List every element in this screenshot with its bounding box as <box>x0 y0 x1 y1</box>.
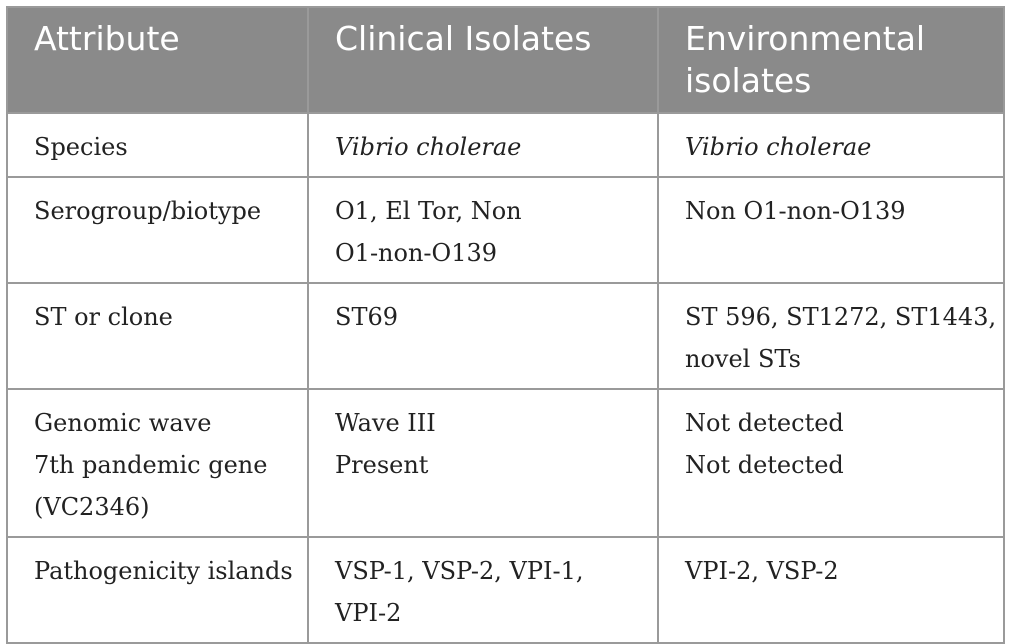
cell-clinical: VSP-1, VSP-2, VPI-1, VPI-2 <box>307 536 659 644</box>
cell-environmental: Non O1-non-O139 <box>657 176 1005 284</box>
cell-text: Present <box>335 451 429 479</box>
cell-clinical: Vibrio cholerae <box>307 112 659 178</box>
header-attribute: Attribute <box>6 6 309 114</box>
table-header-row: Attribute Clinical Isolates Environmenta… <box>6 6 1005 114</box>
cell-text: VPI-2 <box>335 599 402 627</box>
header-environmental-isolates: Environmental isolates <box>657 6 1005 114</box>
cell-text: Vibrio cholerae <box>685 133 872 161</box>
cell-attribute: ST or clone <box>6 282 309 390</box>
table-row: Serogroup/biotype O1, El Tor, Non O1-non… <box>6 176 1005 284</box>
header-clinical-isolates: Clinical Isolates <box>307 6 659 114</box>
isolates-comparison-table: Attribute Clinical Isolates Environmenta… <box>6 6 1005 644</box>
cell-environmental: Not detected Not detected <box>657 388 1005 538</box>
cell-attribute: Pathogenicity islands <box>6 536 309 644</box>
cell-text: 7th pandemic gene <box>34 451 268 479</box>
table-row: Pathogenicity islands VSP-1, VSP-2, VPI-… <box>6 536 1005 644</box>
cell-text: O1, El Tor, Non <box>335 197 522 225</box>
cell-text: ST 596, ST1272, ST1443, <box>685 303 997 331</box>
cell-environmental: VPI-2, VSP-2 <box>657 536 1005 644</box>
cell-text: VSP-1, VSP-2, VPI-1, <box>335 557 584 585</box>
cell-clinical: O1, El Tor, Non O1-non-O139 <box>307 176 659 284</box>
cell-clinical: ST69 <box>307 282 659 390</box>
cell-environmental: ST 596, ST1272, ST1443, novel STs <box>657 282 1005 390</box>
cell-environmental: Vibrio cholerae <box>657 112 1005 178</box>
cell-text: novel STs <box>685 345 801 373</box>
cell-clinical: Wave III Present <box>307 388 659 538</box>
cell-attribute: Species <box>6 112 309 178</box>
cell-text: Not detected <box>685 409 844 437</box>
table-row: Genomic wave 7th pandemic gene (VC2346) … <box>6 388 1005 538</box>
cell-text: ST or clone <box>34 303 173 331</box>
cell-text: Pathogenicity islands <box>34 557 293 585</box>
cell-text: Genomic wave <box>34 409 212 437</box>
table-row: Species Vibrio cholerae Vibrio cholerae <box>6 112 1005 178</box>
cell-text: O1-non-O139 <box>335 239 498 267</box>
cell-text: Serogroup/biotype <box>34 197 262 225</box>
cell-text: VPI-2, VSP-2 <box>685 557 839 585</box>
cell-attribute: Genomic wave 7th pandemic gene (VC2346) <box>6 388 309 538</box>
cell-text: Species <box>34 133 128 161</box>
data-table-container: Attribute Clinical Isolates Environmenta… <box>6 6 1005 644</box>
cell-text: Not detected <box>685 451 844 479</box>
cell-text: Wave III <box>335 409 436 437</box>
cell-text: Vibrio cholerae <box>335 133 522 161</box>
cell-attribute: Serogroup/biotype <box>6 176 309 284</box>
cell-text: (VC2346) <box>34 493 150 521</box>
cell-text: Non O1-non-O139 <box>685 197 906 225</box>
cell-text: ST69 <box>335 303 398 331</box>
table-row: ST or clone ST69 ST 596, ST1272, ST1443,… <box>6 282 1005 390</box>
